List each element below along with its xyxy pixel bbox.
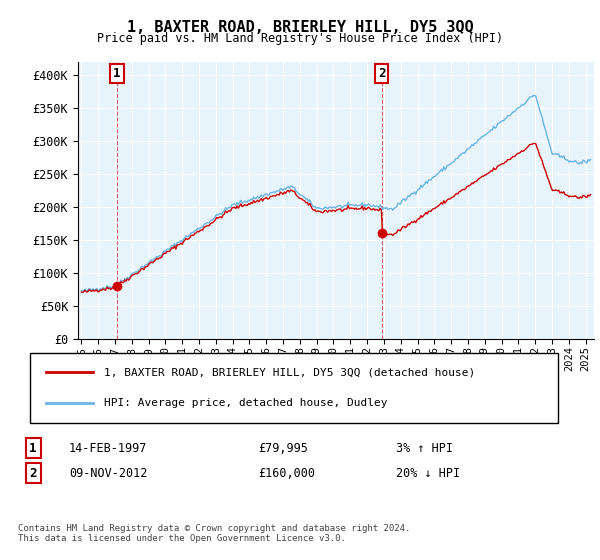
Text: £79,995: £79,995 — [258, 441, 308, 455]
Text: 1: 1 — [113, 67, 121, 80]
Text: 1, BAXTER ROAD, BRIERLEY HILL, DY5 3QQ: 1, BAXTER ROAD, BRIERLEY HILL, DY5 3QQ — [127, 20, 473, 35]
Text: 14-FEB-1997: 14-FEB-1997 — [69, 441, 148, 455]
Text: 2: 2 — [29, 466, 37, 480]
Text: £160,000: £160,000 — [258, 466, 315, 480]
Text: HPI: Average price, detached house, Dudley: HPI: Average price, detached house, Dudl… — [104, 398, 388, 408]
Text: Price paid vs. HM Land Registry's House Price Index (HPI): Price paid vs. HM Land Registry's House … — [97, 32, 503, 45]
Text: 09-NOV-2012: 09-NOV-2012 — [69, 466, 148, 480]
Text: Contains HM Land Registry data © Crown copyright and database right 2024.
This d: Contains HM Land Registry data © Crown c… — [18, 524, 410, 543]
Text: 20% ↓ HPI: 20% ↓ HPI — [396, 466, 460, 480]
Text: 3% ↑ HPI: 3% ↑ HPI — [396, 441, 453, 455]
Text: 1, BAXTER ROAD, BRIERLEY HILL, DY5 3QQ (detached house): 1, BAXTER ROAD, BRIERLEY HILL, DY5 3QQ (… — [104, 367, 475, 377]
Text: 2: 2 — [378, 67, 385, 80]
Text: 1: 1 — [29, 441, 37, 455]
